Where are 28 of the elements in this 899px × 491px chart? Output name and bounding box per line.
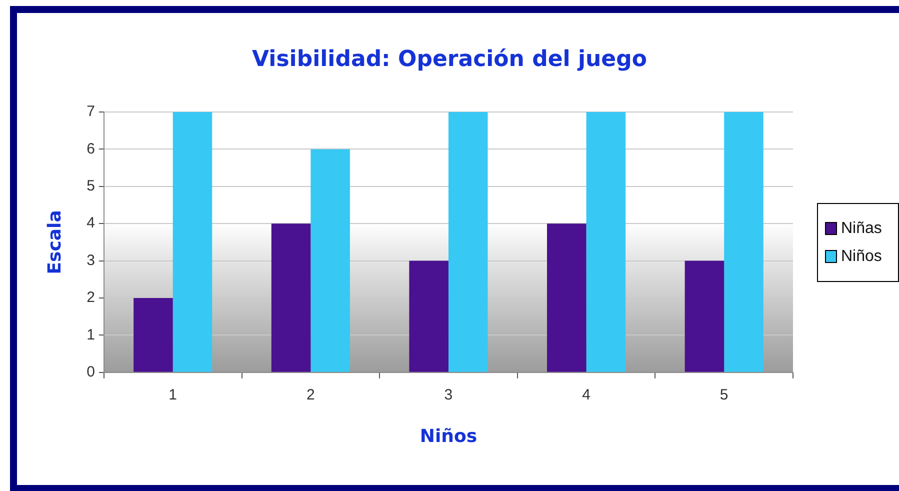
y-axis-title: Escala	[44, 210, 66, 274]
bar	[172, 112, 212, 372]
y-tick-label: 6	[86, 140, 95, 158]
bar	[724, 112, 764, 372]
bar	[547, 224, 586, 372]
bar	[310, 149, 350, 372]
chart-title: Visibilidad: Operación del juego	[251, 46, 648, 74]
legend-label: Niños	[841, 246, 882, 266]
bar	[448, 112, 488, 372]
bar	[271, 224, 311, 372]
x-tick-label: 4	[582, 386, 590, 404]
x-tick-label: 1	[168, 386, 178, 404]
y-tick-label: 1	[86, 326, 95, 344]
legend-label: Niñas	[841, 218, 882, 238]
x-tick-label: 2	[306, 386, 315, 404]
x-tick-label: 5	[720, 386, 728, 404]
y-tick-label: 2	[86, 289, 95, 306]
x-axis-title: Niños	[420, 426, 478, 447]
bar	[409, 260, 448, 372]
y-tick-label: 0	[86, 364, 95, 381]
y-tick-label: 5	[86, 178, 95, 195]
y-tick-label: 7	[86, 103, 95, 120]
y-tick-label: 4	[86, 214, 95, 232]
x-tick-label: 3	[444, 386, 453, 404]
bar	[684, 260, 724, 372]
bar	[134, 298, 173, 372]
y-tick-label: 3	[86, 252, 95, 269]
bar	[586, 112, 626, 372]
